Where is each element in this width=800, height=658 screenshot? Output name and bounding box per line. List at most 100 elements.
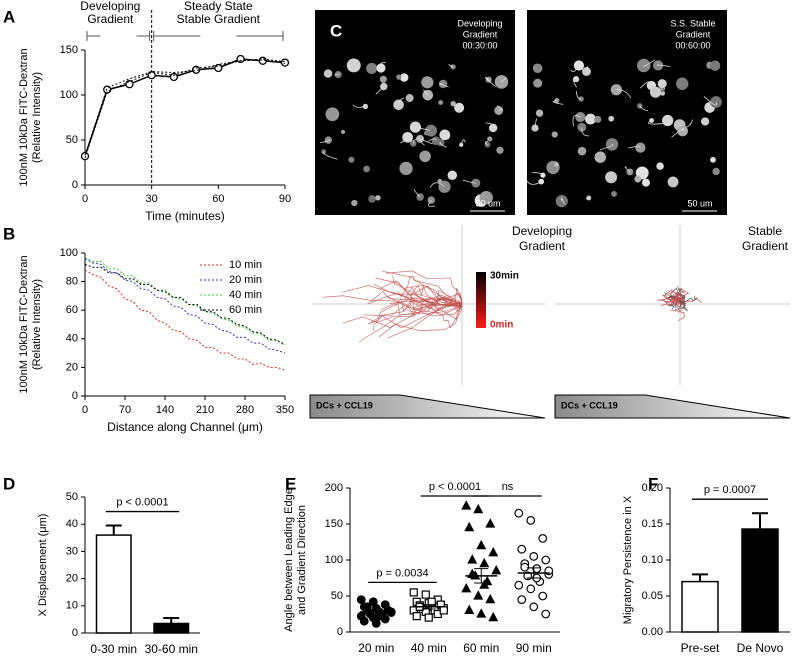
cell — [410, 140, 417, 147]
cell — [611, 190, 617, 197]
cell-track — [624, 166, 631, 173]
micrograph — [315, 10, 515, 215]
x-tick-label: 30 — [146, 193, 158, 205]
x-tick-label: 60 min — [463, 641, 499, 655]
comparison-label: p < 0.0001 — [429, 481, 481, 493]
cell-track — [484, 76, 496, 87]
comparison-label: p < 0.0001 — [116, 496, 168, 508]
y-tick-label: 80 — [66, 276, 78, 288]
point — [461, 500, 472, 510]
cell-track — [400, 136, 410, 144]
track-label: Developing — [512, 224, 572, 238]
cell-track — [671, 128, 685, 138]
cell-track — [412, 139, 425, 146]
y-axis-label: (Relative Intensity) — [31, 279, 43, 370]
cell-track — [572, 115, 581, 127]
wedge-label: DCs + CCL19 — [561, 400, 618, 410]
point — [520, 562, 530, 572]
point — [169, 72, 179, 82]
x-tick-label: 90 — [279, 193, 291, 205]
error-bar — [369, 609, 384, 615]
cell-track — [657, 64, 671, 67]
cell — [710, 156, 716, 163]
cell — [532, 63, 543, 74]
cell — [409, 121, 422, 133]
cell — [608, 115, 615, 122]
image-label: Gradient — [676, 29, 711, 39]
phase-label: Stable Gradient — [177, 12, 261, 26]
cell — [605, 138, 619, 151]
cell-track — [616, 89, 632, 99]
track-label: Gradient — [742, 239, 789, 253]
x-tick-label: 280 — [236, 404, 254, 416]
panel-label: B — [3, 224, 15, 243]
colorbar-label: 0min — [490, 320, 513, 331]
y-tick-label: 100 — [60, 89, 78, 101]
track-label: Gradient — [519, 239, 566, 253]
point — [236, 54, 245, 64]
track-label: Stable — [748, 224, 782, 238]
point — [488, 611, 499, 622]
x-tick-label: 0-30 min — [90, 642, 137, 656]
legend-label: 40 min — [229, 289, 262, 301]
x-tick-label: 0 — [82, 193, 88, 205]
phase-bracket — [86, 31, 151, 41]
panel-label: C — [330, 21, 342, 40]
cell-track — [575, 91, 582, 100]
x-tick-label: 40 min — [411, 641, 447, 655]
y-tick-label: 40 — [66, 518, 78, 530]
point — [439, 606, 448, 615]
point — [538, 534, 548, 543]
cell — [348, 156, 355, 163]
cell-track — [428, 199, 435, 207]
cell-track — [496, 105, 503, 111]
track — [677, 288, 685, 303]
point — [538, 591, 548, 601]
cell — [450, 64, 456, 70]
cell — [487, 136, 493, 142]
cell-track — [320, 139, 330, 144]
track — [342, 285, 463, 306]
cell — [496, 146, 504, 154]
point — [485, 518, 496, 528]
cell-track — [581, 127, 589, 137]
cell-track — [628, 146, 641, 149]
image-label: S.S. Stable — [670, 18, 715, 28]
cell-track — [643, 59, 656, 67]
phase-label: Developing — [80, 0, 140, 13]
cell — [363, 165, 370, 173]
track — [375, 277, 463, 308]
cell — [662, 114, 674, 127]
point — [541, 555, 551, 565]
cell — [421, 76, 434, 89]
bar — [95, 534, 132, 634]
track — [368, 292, 463, 329]
cell — [675, 77, 689, 91]
point — [529, 602, 539, 612]
point — [476, 539, 487, 550]
cell — [341, 129, 346, 134]
track — [375, 299, 463, 323]
cell — [479, 190, 493, 205]
y-axis-label: 100nM 10kDa FITC-Dextran — [18, 48, 30, 186]
track — [675, 297, 684, 306]
cell-track — [423, 89, 429, 96]
y-tick-label: 100 — [325, 554, 343, 566]
x-tick-label: De Novo — [737, 641, 784, 655]
cell — [535, 109, 544, 117]
cell-track — [552, 100, 564, 105]
cell — [366, 62, 378, 74]
y-tick-label: 0.15 — [642, 518, 663, 530]
series-line — [84, 58, 286, 159]
point — [526, 584, 536, 594]
y-tick-label: 10 — [66, 600, 78, 612]
point — [371, 618, 381, 628]
point — [80, 152, 90, 161]
cell — [594, 151, 607, 163]
cell-track — [380, 62, 386, 69]
bar — [741, 528, 779, 633]
y-tick-label: 0.10 — [642, 554, 663, 566]
cell — [405, 94, 414, 103]
